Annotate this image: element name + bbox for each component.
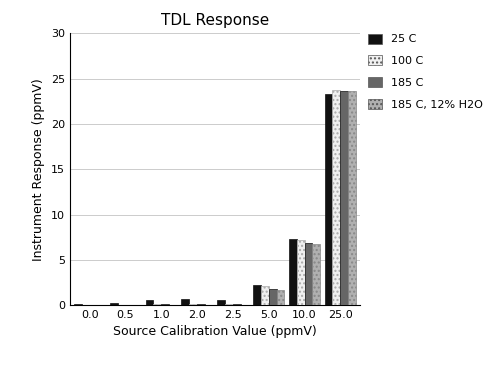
Bar: [217, 300, 225, 305]
Bar: [276, 290, 284, 305]
Bar: [324, 94, 332, 305]
Bar: [74, 304, 82, 305]
Y-axis label: Instrument Response (ppmV): Instrument Response (ppmV): [32, 78, 46, 261]
Title: TDL Response: TDL Response: [161, 13, 269, 28]
Bar: [225, 304, 233, 305]
Bar: [182, 299, 189, 305]
Bar: [289, 239, 296, 305]
X-axis label: Source Calibration Value (ppmV): Source Calibration Value (ppmV): [113, 326, 317, 339]
Bar: [233, 304, 241, 305]
Bar: [154, 304, 162, 305]
Bar: [348, 92, 356, 305]
Bar: [312, 244, 320, 305]
Bar: [304, 243, 312, 305]
Bar: [268, 289, 276, 305]
Bar: [332, 90, 340, 305]
Bar: [340, 91, 348, 305]
Bar: [146, 300, 154, 305]
Legend: 25 C, 100 C, 185 C, 185 C, 12% H2O: 25 C, 100 C, 185 C, 185 C, 12% H2O: [368, 33, 482, 110]
Bar: [197, 304, 205, 305]
Bar: [162, 304, 169, 305]
Bar: [261, 286, 268, 305]
Bar: [253, 285, 261, 305]
Bar: [189, 304, 197, 305]
Bar: [110, 303, 118, 305]
Bar: [296, 240, 304, 305]
